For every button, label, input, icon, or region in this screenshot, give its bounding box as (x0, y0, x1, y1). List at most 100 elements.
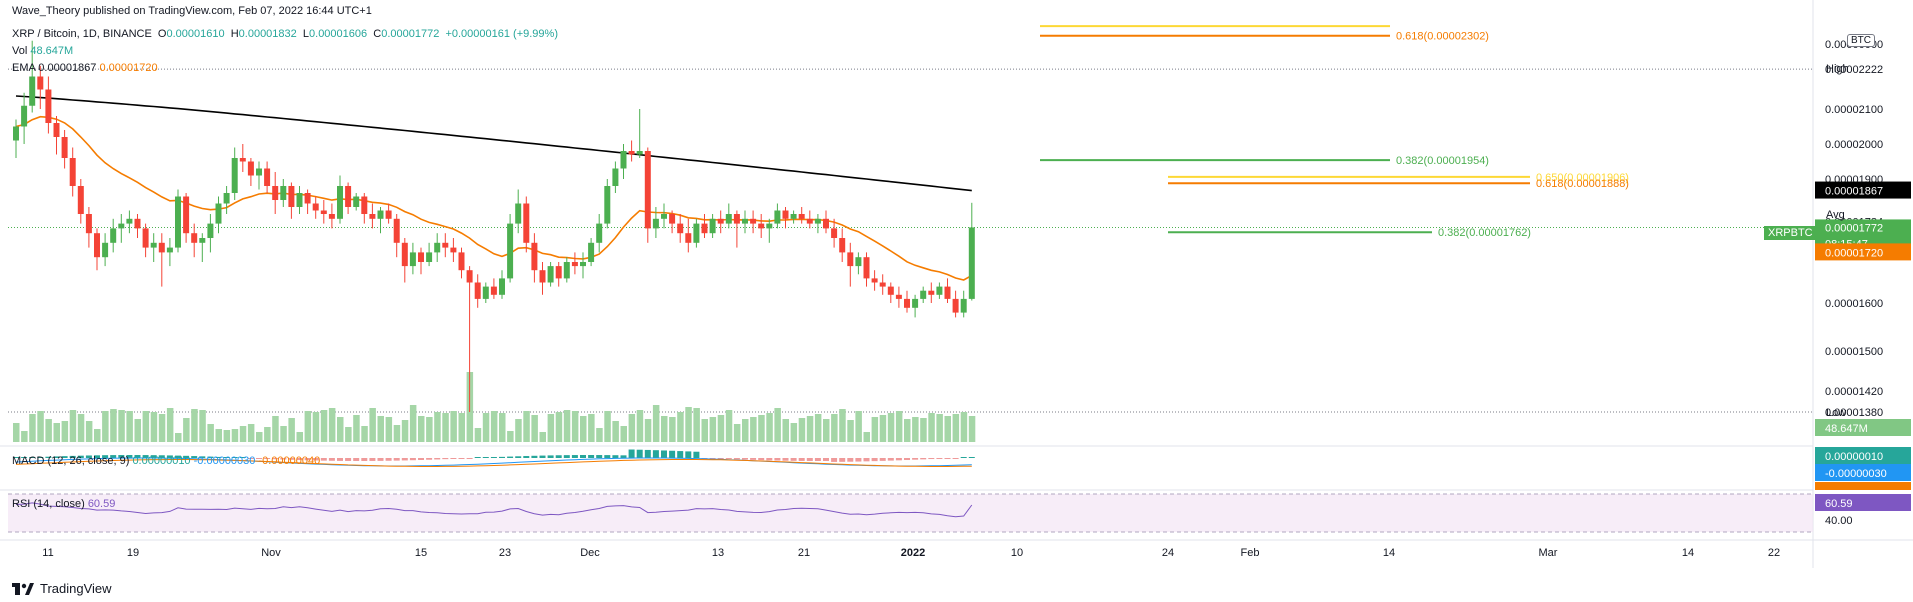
time-axis-label: 21 (798, 547, 810, 559)
candle-body (466, 270, 473, 283)
volume-bar (766, 413, 773, 442)
macd-histogram-bar (661, 450, 667, 458)
volume-bar (547, 414, 555, 442)
volume-bar (118, 410, 125, 442)
candle-body (85, 214, 92, 234)
volume-bar (328, 408, 336, 442)
volume-bar (482, 413, 490, 442)
currency-badge[interactable]: BTC (1847, 34, 1875, 47)
candle-body (831, 228, 838, 238)
rsi-legend: RSI (14, close) 60.59 (12, 498, 115, 510)
volume-bar (85, 421, 93, 442)
volume-bar (823, 419, 830, 442)
candle-body (223, 193, 230, 204)
candle-body (774, 210, 781, 224)
ema200-legend-value: 0.00001867 (38, 62, 97, 74)
candle-body (288, 186, 295, 207)
candle-body (499, 278, 505, 295)
macd-histogram-bar (823, 458, 829, 461)
time-axis-label: 11 (42, 547, 53, 559)
macd-histogram-bar (272, 458, 279, 460)
candle-body (952, 298, 959, 313)
fib-level-label: 0.618(0.00002302) (1396, 31, 1489, 43)
tradingview-icon (12, 582, 34, 595)
macd-histogram-bar (628, 449, 635, 458)
volume-bar (920, 418, 927, 442)
macd-histogram-bar (912, 458, 919, 460)
volume-bar (231, 429, 239, 442)
volume-bar (166, 408, 174, 442)
volume-bar (126, 411, 133, 442)
volume-bar (612, 421, 619, 442)
volume-bar (53, 423, 60, 442)
candle-body (847, 252, 854, 267)
ema50-legend-value: 0.00001720 (99, 62, 158, 74)
macd-histogram-bar (320, 458, 327, 461)
macd-histogram-bar (839, 458, 846, 462)
time-axis-label: 14 (1383, 547, 1395, 559)
time-axis-label: Feb (1241, 547, 1260, 559)
volume-bar (256, 432, 263, 442)
candle-body (150, 242, 157, 248)
macd-histogram-bar (920, 458, 927, 460)
ema200-line (15, 95, 972, 192)
macd-histogram-bar (466, 458, 473, 459)
volume-bar (879, 415, 887, 442)
fib-level-label: 0.650(0.00001906) (1536, 172, 1629, 184)
time-axis-label: 15 (415, 547, 427, 559)
candle-body (426, 252, 433, 262)
candle-body (928, 290, 935, 295)
macd-histogram-bar (944, 458, 951, 459)
volume-bar (709, 417, 717, 442)
candle-body (855, 257, 862, 267)
change-value: +0.00000161 (+9.99%) (445, 28, 558, 40)
volume-bar (442, 413, 449, 442)
candle-body (61, 137, 68, 158)
volume-bar (272, 416, 279, 442)
volume-bar (936, 414, 943, 442)
volume-bar (337, 417, 344, 442)
candle-body (887, 286, 894, 295)
macd-signal-line (15, 459, 972, 467)
rsi-axis-value: 60.59 (1825, 498, 1853, 510)
candle-body (29, 76, 36, 106)
volume-bar (831, 414, 838, 442)
macd-histogram-bar (539, 455, 546, 458)
macd-histogram-bar (369, 458, 376, 461)
volume-legend: Vol 48.647M (12, 45, 73, 57)
volume-bar (37, 411, 44, 442)
tradingview-logo[interactable]: TradingView (12, 581, 112, 596)
candle-body (863, 257, 870, 279)
volume-bar (199, 410, 206, 442)
macd-histogram-bar (312, 458, 319, 461)
macd-histogram-bar (677, 451, 684, 458)
candle-body (458, 252, 465, 271)
volume-bar (426, 417, 433, 442)
volume-bar (774, 408, 781, 442)
candle-body (717, 218, 724, 224)
avg-label: Avg (1826, 209, 1845, 221)
candle-body (620, 151, 627, 169)
candle-body (563, 262, 570, 279)
macd-histogram-bar (256, 458, 262, 459)
volume-bar (191, 409, 198, 442)
rsi-axis-value-bg (1815, 494, 1911, 511)
macd-histogram-bar (29, 457, 36, 458)
candle-body (377, 210, 384, 219)
time-axis-label: 14 (1682, 547, 1694, 559)
volume-bar (247, 424, 255, 442)
volume-bar (944, 416, 951, 442)
ema50-axis-value: 0.00001720 (1825, 247, 1883, 259)
macd-histogram-bar (847, 458, 854, 462)
candle-body (434, 242, 441, 253)
candle-body (742, 218, 748, 224)
macd-histogram-bar (353, 458, 360, 461)
candle-body (21, 105, 28, 127)
time-axis-label: Mar (1539, 547, 1558, 559)
macd-histogram-bar (879, 458, 886, 461)
macd-histogram-bar (571, 455, 578, 458)
candle-body (555, 266, 562, 279)
high-label: High (1826, 63, 1849, 75)
time-axis-label: 10 (1011, 547, 1023, 559)
